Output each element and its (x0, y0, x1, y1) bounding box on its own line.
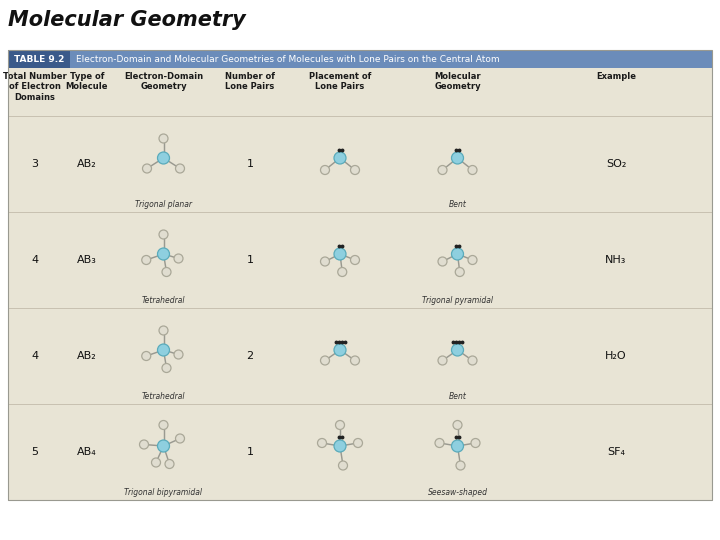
Circle shape (318, 438, 326, 448)
Circle shape (334, 440, 346, 452)
Circle shape (165, 460, 174, 469)
Circle shape (468, 356, 477, 365)
Text: Total Number
of Electron
Domains: Total Number of Electron Domains (3, 72, 67, 102)
Circle shape (320, 356, 330, 365)
Circle shape (336, 421, 344, 429)
Text: AB₂: AB₂ (77, 159, 97, 169)
Circle shape (174, 254, 183, 263)
Circle shape (158, 152, 169, 164)
Circle shape (468, 255, 477, 265)
Circle shape (158, 344, 169, 356)
Circle shape (435, 438, 444, 448)
Circle shape (438, 356, 447, 365)
Bar (8, 50, 70, 68)
Circle shape (142, 255, 150, 265)
Circle shape (158, 248, 169, 260)
Text: Trigonal pyramidal: Trigonal pyramidal (422, 296, 493, 305)
Circle shape (334, 152, 346, 164)
Circle shape (451, 344, 464, 356)
Text: Bent: Bent (449, 200, 467, 209)
Text: Tetrahedral: Tetrahedral (142, 296, 185, 305)
Text: 1: 1 (246, 159, 253, 169)
Text: Bent: Bent (449, 392, 467, 401)
Text: SO₂: SO₂ (606, 159, 626, 169)
Circle shape (140, 440, 148, 449)
Text: SF₄: SF₄ (607, 447, 625, 457)
Circle shape (159, 421, 168, 429)
Text: 1: 1 (246, 447, 253, 457)
Text: 2: 2 (246, 351, 253, 361)
Text: 4: 4 (32, 351, 39, 361)
Circle shape (471, 438, 480, 448)
Bar (8, 50, 712, 500)
Text: Trigonal planar: Trigonal planar (135, 200, 192, 209)
Circle shape (162, 363, 171, 373)
Text: 4: 4 (32, 255, 39, 265)
Circle shape (320, 257, 330, 266)
Text: Molecular Geometry: Molecular Geometry (8, 10, 246, 30)
Circle shape (351, 255, 359, 265)
Circle shape (338, 267, 347, 276)
Text: Number of
Lone Pairs: Number of Lone Pairs (225, 72, 275, 91)
Circle shape (151, 458, 161, 467)
Circle shape (158, 440, 169, 452)
Circle shape (176, 164, 184, 173)
Circle shape (334, 344, 346, 356)
Text: Seesaw-shaped: Seesaw-shaped (428, 488, 487, 497)
Circle shape (468, 165, 477, 174)
Text: 5: 5 (32, 447, 38, 457)
Text: Placement of
Lone Pairs: Placement of Lone Pairs (309, 72, 372, 91)
Circle shape (142, 352, 150, 361)
Circle shape (451, 152, 464, 164)
Circle shape (334, 248, 346, 260)
Text: AB₃: AB₃ (77, 255, 97, 265)
Text: 1: 1 (246, 255, 253, 265)
Circle shape (338, 461, 348, 470)
Circle shape (456, 461, 465, 470)
Text: Electron-Domain and Molecular Geometries of Molecules with Lone Pairs on the Cen: Electron-Domain and Molecular Geometries… (76, 55, 500, 64)
Text: Tetrahedral: Tetrahedral (142, 392, 185, 401)
Circle shape (438, 257, 447, 266)
Circle shape (451, 440, 464, 452)
Text: AB₄: AB₄ (77, 447, 97, 457)
Circle shape (451, 248, 464, 260)
Circle shape (159, 134, 168, 143)
Text: TABLE 9.2: TABLE 9.2 (14, 55, 64, 64)
Circle shape (143, 164, 151, 173)
Bar (8, 68, 712, 500)
Circle shape (453, 421, 462, 429)
Bar (70, 50, 712, 68)
Circle shape (159, 326, 168, 335)
Text: Type of
Molecule: Type of Molecule (66, 72, 108, 91)
Circle shape (351, 356, 359, 365)
Circle shape (162, 267, 171, 276)
Circle shape (354, 438, 362, 448)
Text: Electron-Domain
Geometry: Electron-Domain Geometry (124, 72, 203, 91)
Circle shape (174, 350, 183, 359)
Circle shape (159, 230, 168, 239)
Text: NH₃: NH₃ (606, 255, 626, 265)
Circle shape (455, 267, 464, 276)
Text: Trigonal bipyramidal: Trigonal bipyramidal (125, 488, 202, 497)
Circle shape (176, 434, 184, 443)
Circle shape (320, 165, 330, 174)
Text: AB₂: AB₂ (77, 351, 97, 361)
Text: Example: Example (596, 72, 636, 81)
Text: H₂O: H₂O (606, 351, 627, 361)
Text: Molecular
Geometry: Molecular Geometry (434, 72, 481, 91)
Circle shape (351, 165, 359, 174)
Text: 3: 3 (32, 159, 38, 169)
Circle shape (438, 165, 447, 174)
